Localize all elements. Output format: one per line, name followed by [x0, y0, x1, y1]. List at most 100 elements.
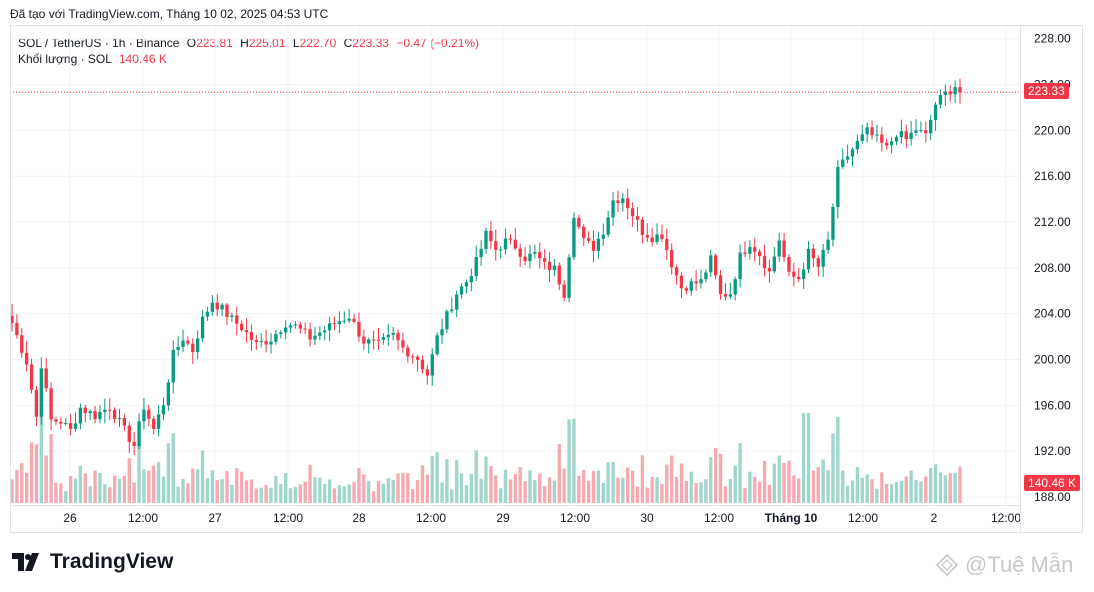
- volume-bar: [787, 460, 791, 503]
- candle-body: [513, 239, 517, 249]
- volume-bar: [714, 448, 718, 503]
- volume-bar: [684, 480, 689, 503]
- price-tick-label: 208.00: [1034, 261, 1071, 275]
- volume-title[interactable]: Khối lượng · SOL: [18, 52, 112, 66]
- volume-bar: [733, 465, 737, 503]
- candle-body: [748, 247, 752, 254]
- candle-body: [440, 329, 444, 336]
- volume-bar: [279, 483, 283, 503]
- candle-body: [362, 336, 366, 344]
- volume-bar: [176, 486, 180, 503]
- candle-body: [401, 340, 405, 348]
- volume-bar: [792, 475, 796, 503]
- volume-bar: [929, 468, 933, 503]
- candle-body: [909, 132, 913, 139]
- volume-bar: [156, 462, 161, 503]
- diamond-icon: [935, 553, 959, 577]
- symbol-title[interactable]: SOL / TetherUS · 1h · Binance: [18, 36, 180, 50]
- candle-body: [948, 91, 952, 95]
- candle-body: [68, 423, 73, 429]
- candle-body: [924, 130, 928, 134]
- volume-bar: [586, 480, 591, 503]
- volume-bar: [596, 470, 601, 503]
- volume-bar: [924, 476, 928, 503]
- time-axis: 26 12:00 27 12:00 28 12:00 29 12:00 30 12:00 Tháng…: [63, 511, 1021, 525]
- candle-body: [191, 343, 195, 353]
- candle-body: [411, 356, 415, 358]
- candle-body: [582, 226, 586, 239]
- volume-bar: [660, 483, 664, 503]
- candle-body: [855, 140, 860, 150]
- high-label: H: [240, 36, 249, 50]
- volume-bar: [670, 455, 674, 503]
- candle-body: [406, 347, 410, 357]
- volume-bar: [728, 479, 732, 503]
- volume-bar: [112, 475, 117, 503]
- candle-body: [655, 234, 659, 243]
- candle-body: [498, 249, 503, 251]
- candle-body: [20, 335, 24, 353]
- candle-body: [821, 249, 825, 267]
- candle-body: [953, 87, 957, 95]
- candle-body: [137, 421, 141, 447]
- candle-body: [29, 364, 34, 390]
- candle-body: [753, 247, 757, 252]
- volume-bar: [665, 464, 669, 503]
- last-price-tag: 223.33: [1024, 83, 1069, 100]
- price-tick-label: 228.00: [1034, 32, 1071, 46]
- volume-bar: [406, 473, 410, 503]
- close-label: C: [343, 36, 353, 50]
- volume-bar: [83, 473, 87, 503]
- candle-body: [269, 341, 273, 345]
- volume-bar: [24, 472, 29, 503]
- volume-bar: [376, 481, 381, 503]
- candle-body: [699, 279, 703, 284]
- volume-bar: [699, 482, 703, 503]
- candle-body: [205, 311, 210, 317]
- candle-body: [73, 423, 78, 429]
- volume-bar: [528, 470, 532, 503]
- volume-bar: [841, 470, 845, 503]
- candle-body: [635, 216, 640, 220]
- volume-bar: [933, 464, 938, 503]
- volume-bar: [498, 488, 503, 503]
- candle-body: [577, 217, 581, 227]
- candle-body: [723, 293, 728, 297]
- candle-body: [914, 130, 918, 133]
- volume-bar: [386, 478, 390, 503]
- candle-body: [240, 323, 244, 331]
- candle-body: [904, 131, 908, 139]
- candle-body: [762, 256, 767, 269]
- volume-bar: [626, 467, 630, 503]
- volume-bar: [196, 469, 200, 503]
- volume-bar: [215, 480, 219, 503]
- volume-bar: [689, 471, 693, 503]
- volume-bar: [850, 480, 855, 503]
- candle-body: [332, 323, 337, 325]
- volume-bar: [479, 478, 483, 503]
- candle-body: [10, 316, 14, 323]
- volume-bar: [440, 482, 444, 503]
- candle-body: [606, 217, 610, 235]
- candle-body: [640, 219, 645, 235]
- candle-body: [352, 318, 356, 322]
- candle-body: [127, 425, 131, 442]
- volume-bar: [885, 483, 889, 503]
- candle-body: [547, 261, 552, 271]
- candle-body: [591, 240, 596, 251]
- time-tick-label: 28: [352, 511, 366, 525]
- volume-bar: [870, 479, 874, 503]
- candle-body: [782, 240, 786, 258]
- tv-logo-icon: [12, 553, 39, 571]
- tradingview-logo[interactable]: TradingView: [12, 550, 173, 574]
- candle-body: [166, 382, 171, 406]
- volume-bar: [762, 460, 767, 503]
- volume-bar: [948, 473, 952, 503]
- candle-body: [885, 142, 889, 146]
- volume-bar: [753, 476, 757, 503]
- volume-bar: [806, 413, 811, 503]
- candle-body: [542, 258, 547, 262]
- volume-bar: [308, 464, 312, 503]
- volume-bar: [508, 479, 513, 503]
